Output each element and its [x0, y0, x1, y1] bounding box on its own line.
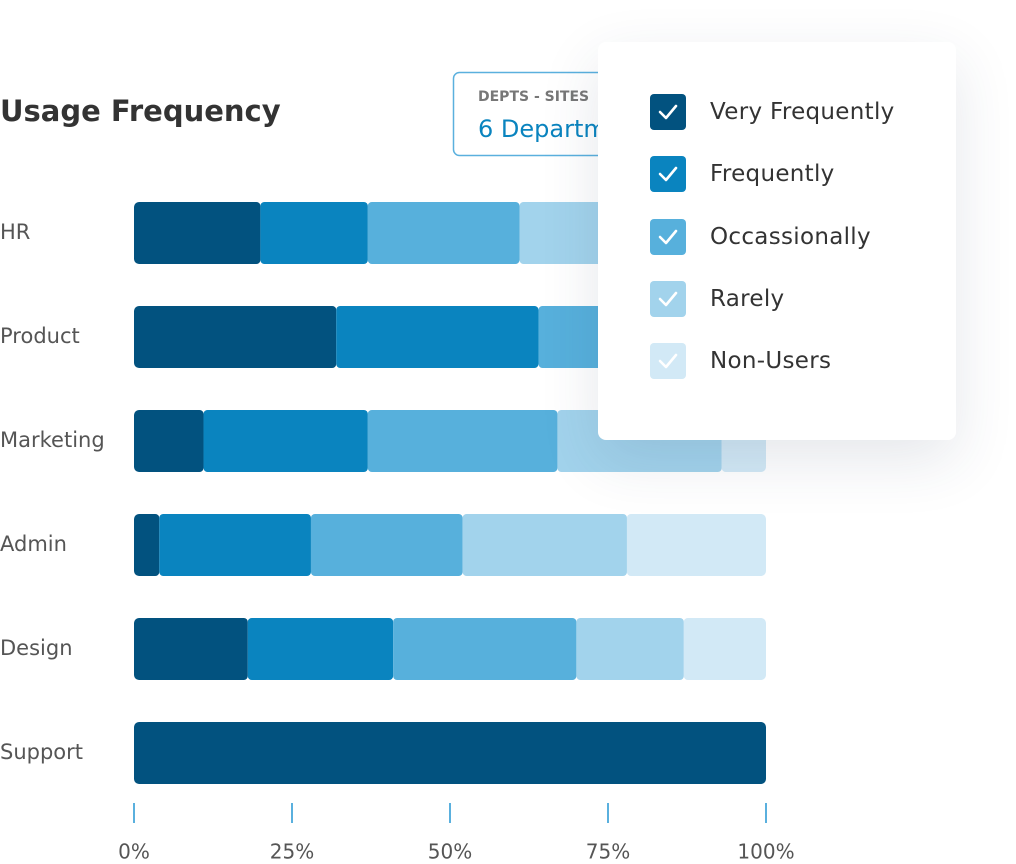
- bar-segment: [134, 618, 248, 680]
- legend-entry: Non-Users: [650, 342, 831, 380]
- check-icon: [658, 104, 678, 120]
- legend-checkbox[interactable]: [650, 218, 686, 255]
- bar-segment: [367, 202, 520, 264]
- bar-segment: [134, 722, 766, 784]
- bar-segment: [134, 202, 261, 264]
- check-icon: [658, 229, 678, 244]
- legend-popup: Very Frequently Frequently Occassionally Ra…: [598, 42, 956, 440]
- legend-label: Frequently: [710, 161, 835, 188]
- x-tick-label: 100%: [737, 840, 794, 864]
- check-icon: [658, 166, 678, 182]
- bar-group: [134, 722, 766, 784]
- bar-segment: [393, 618, 577, 680]
- check-icon: [658, 291, 678, 307]
- legend-entry: Occassionally: [650, 218, 871, 256]
- bar-group: [134, 514, 766, 576]
- bar-segment: [626, 514, 766, 576]
- bar-segment: [462, 514, 627, 576]
- bar-segment: [367, 410, 558, 472]
- filter-label: DEPTS - SITES: [478, 89, 589, 105]
- x-tick-label: 0%: [118, 840, 150, 864]
- bar-segment: [134, 514, 160, 576]
- bar-segment: [310, 514, 463, 576]
- legend-label: Rarely: [710, 285, 785, 312]
- category-label: HR: [0, 220, 30, 244]
- category-label: Admin: [0, 532, 67, 556]
- bar-segment: [203, 410, 368, 472]
- x-tick-label: 50%: [428, 840, 472, 864]
- bar-segment: [247, 618, 394, 680]
- legend-entry: Very Frequently: [650, 93, 895, 131]
- category-label: Marketing: [0, 428, 105, 452]
- bar-segment: [260, 202, 368, 264]
- legend-checkbox[interactable]: [650, 280, 686, 317]
- bar-segment: [159, 514, 311, 576]
- legend-entry: Rarely: [650, 280, 784, 318]
- bar-group: [134, 618, 766, 680]
- check-icon: [658, 353, 678, 369]
- legend-label: Very Frequently: [710, 99, 895, 125]
- x-tick-label: 75%: [586, 840, 630, 864]
- chart-title: Usage Frequency: [0, 94, 281, 128]
- category-label: Product: [0, 324, 80, 348]
- category-label: Design: [0, 636, 73, 660]
- legend-checkbox[interactable]: [650, 94, 686, 130]
- legend-label: Occassionally: [710, 223, 871, 250]
- bar-segment: [134, 306, 337, 368]
- bar-segment: [134, 410, 204, 472]
- bar-segment: [576, 618, 684, 680]
- bar-segment: [336, 306, 539, 368]
- legend-label: Non-Users: [710, 348, 832, 375]
- bar-segment: [683, 618, 766, 680]
- x-tick-label: 25%: [270, 840, 314, 864]
- legend-entry: Frequently: [650, 155, 835, 193]
- legend-checkbox[interactable]: [650, 156, 686, 193]
- category-label: Support: [0, 740, 83, 764]
- legend-checkbox[interactable]: [650, 343, 686, 380]
